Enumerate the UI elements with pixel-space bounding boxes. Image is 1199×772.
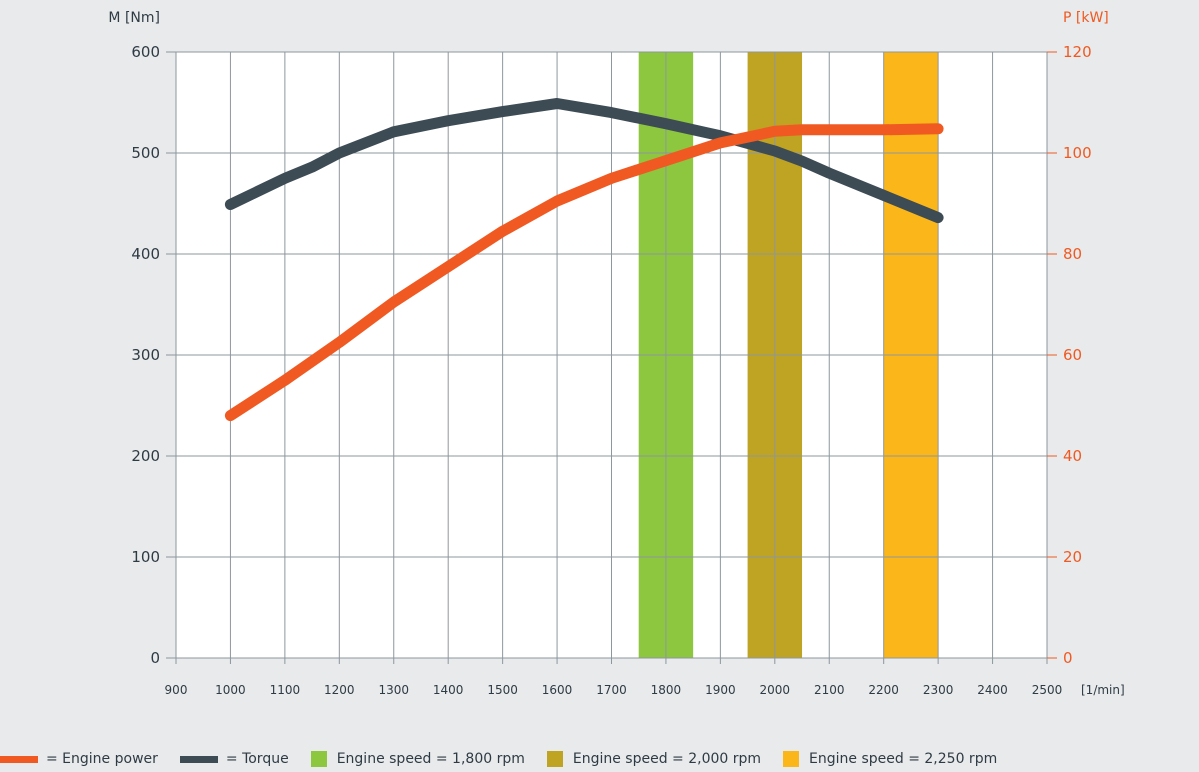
x-tick-label-1100: 1100: [270, 683, 301, 697]
legend-item-speed-2000: Engine speed = 2,000 rpm: [546, 751, 762, 767]
x-tick-label-1200: 1200: [324, 683, 355, 697]
x-tick-label-1600: 1600: [542, 683, 573, 697]
legend-item-torque: = Torque: [179, 751, 289, 767]
x-tick-label-1300: 1300: [378, 683, 409, 697]
legend-swatch-engine-power: [0, 755, 38, 763]
right-tick-label-120: 120: [1063, 43, 1092, 61]
legend-label-speed-2000: Engine speed = 2,000 rpm: [572, 751, 762, 767]
right-tick-label-100: 100: [1063, 144, 1092, 162]
right-tick-label-20: 20: [1063, 548, 1082, 566]
x-tick-label-1400: 1400: [433, 683, 464, 697]
left-tick-label-400: 400: [131, 245, 160, 263]
series-line-torque: [224, 98, 944, 224]
x-tick-label-2500: 2500: [1032, 683, 1063, 697]
legend-swatch-speed-2250: [783, 751, 800, 767]
legend: = Engine power = Torque Engine speed = 1…: [0, 746, 1199, 772]
x-tick-label-1500: 1500: [487, 683, 518, 697]
x-tick-label-2400: 2400: [977, 683, 1008, 697]
right-tick-label-40: 40: [1063, 447, 1082, 465]
x-tick-label-1000: 1000: [215, 683, 246, 697]
x-tick-label-1700: 1700: [596, 683, 627, 697]
left-tick-label-200: 200: [131, 447, 160, 465]
left-tick-label-500: 500: [131, 144, 160, 162]
left-axis-label: M [Nm]: [108, 10, 160, 26]
x-tick-label-2000: 2000: [760, 683, 791, 697]
x-tick-label-1900: 1900: [705, 683, 736, 697]
left-tick-label-100: 100: [131, 548, 160, 566]
right-tick-label-0: 0: [1063, 649, 1073, 667]
legend-label-torque: = Torque: [225, 751, 289, 767]
x-axis-label: [1/min]: [1081, 683, 1125, 697]
left-tick-label-600: 600: [131, 43, 160, 61]
x-tick-label-2300: 2300: [923, 683, 954, 697]
legend-label-speed-1800: Engine speed = 1,800 rpm: [336, 751, 525, 767]
x-tick-label-2100: 2100: [814, 683, 845, 697]
legend-swatch-speed-2000: [546, 751, 563, 767]
legend-swatch-torque: [179, 755, 218, 763]
legend-swatch-speed-1800: [310, 751, 327, 767]
left-tick-label-300: 300: [131, 346, 160, 364]
chart-svg: 0 100 200 300 400 500 600 0 20 40 60 80 100 120 900 100…: [108, 10, 1125, 697]
x-tick-label-1800: 1800: [651, 683, 682, 697]
left-tick-label-0: 0: [150, 649, 160, 667]
right-axis-label: P [kW]: [1063, 10, 1109, 26]
legend-item-speed-1800: Engine speed = 1,800 rpm: [310, 751, 525, 767]
right-tick-label-60: 60: [1063, 346, 1082, 364]
legend-label-speed-2250: Engine speed = 2,250 rpm: [809, 751, 998, 767]
legend-item-engine-power: = Engine power: [0, 751, 158, 767]
legend-label-engine-power: = Engine power: [46, 751, 158, 767]
right-tick-label-80: 80: [1063, 245, 1082, 263]
x-tick-label-900: 900: [165, 683, 188, 697]
x-tick-label-2200: 2200: [868, 683, 899, 697]
legend-item-speed-2250: Engine speed = 2,250 rpm: [783, 751, 997, 767]
